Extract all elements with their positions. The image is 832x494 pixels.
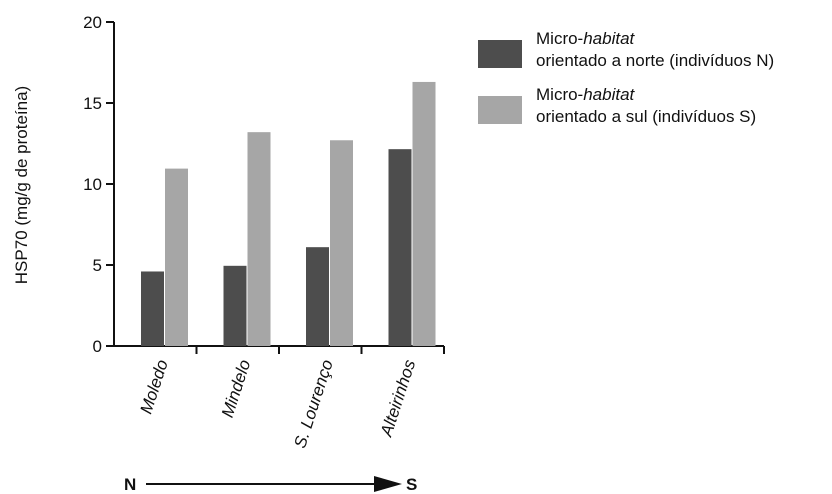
x-category-label: Moledo [137,357,172,416]
x-category-label: Alteirinhos [376,357,419,440]
bar-north [306,247,329,346]
x-axis [114,345,445,354]
direction-arrow: N S [124,475,417,494]
legend-label-south-italic: habitat [583,85,635,104]
legend-label-north-italic: habitat [583,29,635,48]
legend-label-north-prefix: Micro- [536,29,584,48]
bar-south [165,168,188,346]
legend-swatch-south [478,96,522,124]
direction-end-label: S [406,475,417,494]
y-tick-label: 10 [83,175,102,194]
direction-start-label: N [124,475,136,494]
y-axis: 0 5 10 15 20 [83,13,115,356]
legend-label-north-line2: orientado a norte (indivíduos N) [536,51,775,70]
legend-label-south-line2: orientado a sul (indivíduos S) [536,107,757,126]
x-category-label: S. Lourenço [290,357,336,450]
legend-label-north: Micro-habitat orientado a norte (indivíd… [536,28,774,72]
legend: Micro-habitat orientado a norte (indivíd… [478,28,774,140]
category-labels: Moledo Mindelo S. Lourenço Alteirinhos [137,357,420,451]
bar-north [141,271,164,346]
bar-south [330,140,353,346]
y-axis-title: HSP70 (mg/g de proteína) [12,86,31,284]
direction-arrow-head [374,476,402,492]
y-tick-label: 15 [83,94,102,113]
bars [141,81,436,346]
legend-item-north: Micro-habitat orientado a norte (indivíd… [478,28,774,72]
bar-south [412,81,436,346]
x-category-label: Mindelo [218,357,254,420]
legend-item-south: Micro-habitat orientado a sul (indivíduo… [478,84,774,128]
bar-south [247,132,271,346]
bar-north [223,265,247,346]
y-tick-label: 0 [93,337,102,356]
bar-north [388,149,412,346]
legend-label-south-prefix: Micro- [536,85,584,104]
legend-swatch-north [478,40,522,68]
y-tick-label: 20 [83,13,102,32]
y-tick-label: 5 [93,256,102,275]
legend-label-south: Micro-habitat orientado a sul (indivíduo… [536,84,756,128]
